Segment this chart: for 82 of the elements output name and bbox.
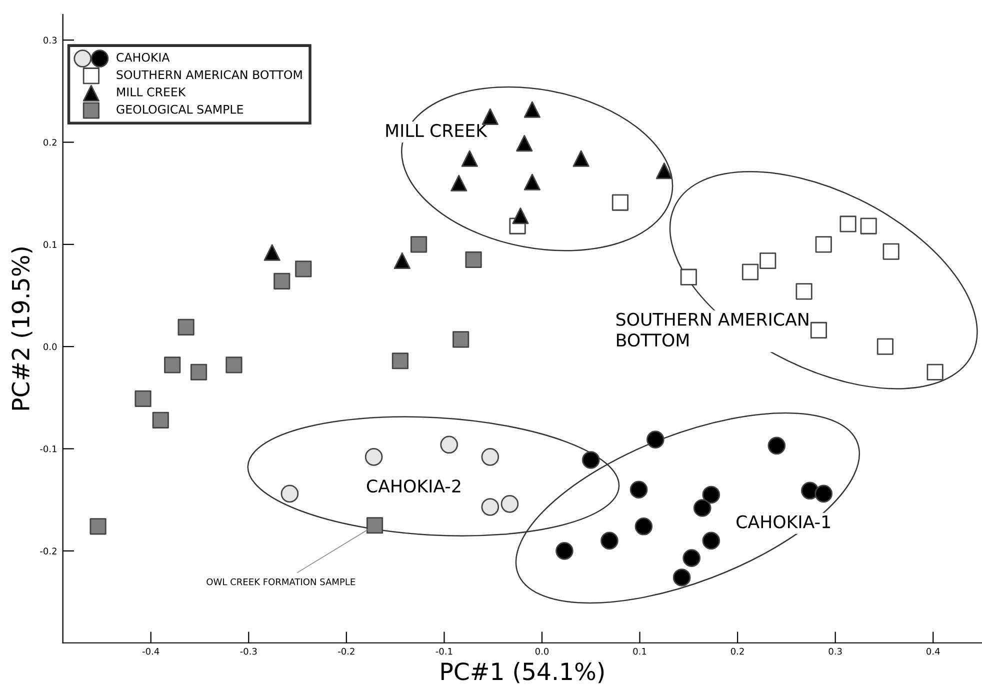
y-axis-title: PC#2 (19.5%) [11,247,32,410]
point [461,150,478,167]
point [152,412,169,428]
point [274,272,290,290]
point [90,518,106,535]
y-tick-label: 0.3 [44,36,57,44]
point [882,243,900,260]
point [630,480,648,499]
point [612,194,629,211]
x-tick-label: -0.4 [142,648,160,655]
point [876,338,894,355]
x-axis-title: PC#1 (54.1%) [442,662,604,684]
point [796,283,812,300]
point [295,260,312,278]
x-tick-label: -0.1 [436,648,452,655]
point [164,356,181,374]
point [682,549,700,567]
point [582,451,600,469]
point [656,162,673,180]
point [742,264,759,280]
point [500,495,519,513]
point [646,430,664,448]
point [760,252,776,270]
point [450,174,468,192]
x-tick-label: 0.1 [633,648,646,655]
point [516,134,533,152]
point [452,331,470,348]
point [481,448,500,466]
point [440,436,458,454]
point [481,498,500,516]
x-tick-label: 0.2 [730,648,744,655]
point [524,174,541,190]
point [860,218,877,234]
y-tick-label: 0.2 [44,138,56,146]
legend-label: SOUTHERN AMERICAN BOTTOM [116,70,302,80]
point [672,568,691,586]
point [556,542,574,560]
point [840,216,856,232]
point [702,532,720,550]
point [394,252,410,270]
point [280,484,299,503]
y-tick-label: 0.1 [44,241,56,248]
y-tick-label: -0.1 [40,445,56,452]
x-tick-label: -0.2 [338,648,354,655]
point [600,532,618,550]
point [364,448,383,466]
annotation: CAHOKIA-2 [366,479,460,493]
x-tick-label: 0.4 [926,648,940,655]
legend-label: CAHOKIA [116,52,170,62]
x-tick-label: 0.3 [828,648,842,655]
annotation: CAHOKIA-1 [736,515,830,528]
point [134,390,152,407]
point [815,236,832,253]
y-tick-label: -0.2 [40,548,56,554]
point [702,486,720,504]
point [178,318,194,336]
point [366,517,384,534]
y-tick-label: 0.0 [44,343,57,350]
point [524,101,541,118]
point [634,517,653,536]
x-tick-label: 0.0 [535,648,549,655]
annotation: SOUTHERN AMERICAN BOTTOM [616,312,808,347]
point [512,208,529,224]
point [465,251,482,268]
point [810,322,828,339]
point [693,499,712,517]
legend-label: MILL CREEK [117,88,186,96]
legend-label: GEOLOGICAL SAMPLE [116,104,243,114]
annotation: MILL CREEK [386,124,488,138]
point [926,364,944,380]
point [680,268,697,286]
point [768,436,786,455]
x-tick-label: -0.3 [240,648,257,655]
point [392,352,408,370]
point [410,236,428,253]
point [264,244,280,261]
point [226,356,242,374]
point [190,364,208,380]
point [482,108,498,126]
annotation: OWL CREEK FORMATION SAMPLE [206,578,356,586]
point [814,484,833,503]
point [572,150,590,167]
